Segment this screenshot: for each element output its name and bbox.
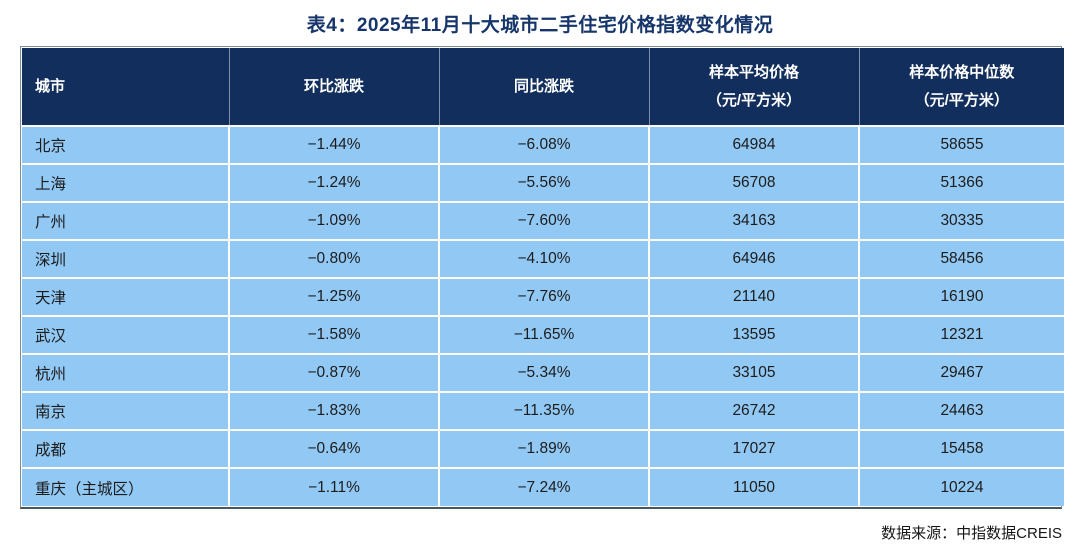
value-cell: 58456 [858, 239, 1064, 278]
value-cell: 12321 [858, 315, 1064, 354]
table-row: 武汉 −1.58% −11.65% 13595 12321 [22, 315, 1064, 354]
value-cell: 13595 [648, 315, 859, 354]
table-row: 深圳 −0.80% −4.10% 64946 58456 [22, 239, 1064, 278]
header-row: 城市 环比涨跌 同比涨跌 样本平均价格 （元/平方米） 样本价格中位数 （元/平… [22, 48, 1064, 126]
header-sample-avg-price: 样本平均价格 （元/平方米） [648, 48, 859, 126]
value-cell: 64946 [648, 239, 859, 278]
table-row: 杭州 −0.87% −5.34% 33105 29467 [22, 353, 1064, 392]
table-row: 天津 −1.25% −7.76% 21140 16190 [22, 277, 1064, 316]
city-cell: 北京 [22, 125, 229, 164]
value-cell: −11.65% [438, 315, 649, 354]
value-cell: −1.83% [228, 391, 439, 430]
value-cell: 15458 [858, 429, 1064, 468]
city-cell: 南京 [22, 391, 229, 430]
value-cell: −7.60% [438, 201, 649, 240]
value-cell: 56708 [648, 163, 859, 202]
table-title: 表4：2025年11月十大城市二手住宅价格指数变化情况 [306, 15, 774, 36]
value-cell: 34163 [648, 201, 859, 240]
value-cell: 64984 [648, 125, 859, 164]
value-cell: 16190 [858, 277, 1064, 316]
value-cell: 10224 [858, 467, 1064, 506]
value-cell: −0.64% [228, 429, 439, 468]
table-row: 广州 −1.09% −7.60% 34163 30335 [22, 201, 1064, 240]
value-cell: −1.11% [228, 467, 439, 506]
city-cell: 武汉 [22, 315, 229, 354]
header-city: 城市 [22, 48, 229, 126]
header-sample-median-price: 样本价格中位数 （元/平方米） [858, 48, 1064, 126]
value-cell: −1.25% [228, 277, 439, 316]
table-body: 北京 −1.44% −6.08% 64984 58655 上海 −1.24% −5.56% 56… [22, 125, 1064, 506]
value-cell: 33105 [648, 353, 859, 392]
city-cell: 成都 [22, 429, 229, 468]
value-cell: −11.35% [438, 391, 649, 430]
table-row: 上海 −1.24% −5.56% 56708 51366 [22, 163, 1064, 202]
value-cell: −1.89% [438, 429, 649, 468]
table-row: 重庆（主城区） −1.11% −7.24% 11050 10224 [22, 467, 1064, 506]
city-cell: 广州 [22, 201, 229, 240]
value-cell: 51366 [858, 163, 1064, 202]
value-cell: 30335 [858, 201, 1064, 240]
value-cell: −6.08% [438, 125, 649, 164]
value-cell: −0.87% [228, 353, 439, 392]
value-cell: 17027 [648, 429, 859, 468]
table-row: 成都 −0.64% −1.89% 17027 15458 [22, 429, 1064, 468]
table-container: 城市 环比涨跌 同比涨跌 样本平均价格 （元/平方米） 样本价格中位数 （元/平… [20, 46, 1064, 509]
value-cell: 26742 [648, 391, 859, 430]
city-cell: 杭州 [22, 353, 229, 392]
table-row: 南京 −1.83% −11.35% 26742 24463 [22, 391, 1064, 430]
city-cell: 上海 [22, 163, 229, 202]
value-cell: −1.09% [228, 201, 439, 240]
value-cell: 58655 [858, 125, 1064, 164]
header-mom-change: 环比涨跌 [228, 48, 439, 126]
price-index-table: 城市 环比涨跌 同比涨跌 样本平均价格 （元/平方米） 样本价格中位数 （元/平… [22, 48, 1064, 506]
value-cell: −1.24% [228, 163, 439, 202]
header-yoy-change: 同比涨跌 [438, 48, 649, 126]
value-cell: −1.58% [228, 315, 439, 354]
value-cell: −0.80% [228, 239, 439, 278]
value-cell: −5.34% [438, 353, 649, 392]
table-row: 北京 −1.44% −6.08% 64984 58655 [22, 125, 1064, 164]
value-cell: 29467 [858, 353, 1064, 392]
city-cell: 天津 [22, 277, 229, 316]
value-cell: 24463 [858, 391, 1064, 430]
value-cell: −4.10% [438, 239, 649, 278]
city-cell: 重庆（主城区） [22, 467, 229, 506]
value-cell: −7.76% [438, 277, 649, 316]
city-cell: 深圳 [22, 239, 229, 278]
value-cell: 11050 [648, 467, 859, 506]
value-cell: −7.24% [438, 467, 649, 506]
value-cell: 21140 [648, 277, 859, 316]
value-cell: −1.44% [228, 125, 439, 164]
data-source-note: 数据来源：中指数据CREIS [881, 525, 1062, 542]
value-cell: −5.56% [438, 163, 649, 202]
